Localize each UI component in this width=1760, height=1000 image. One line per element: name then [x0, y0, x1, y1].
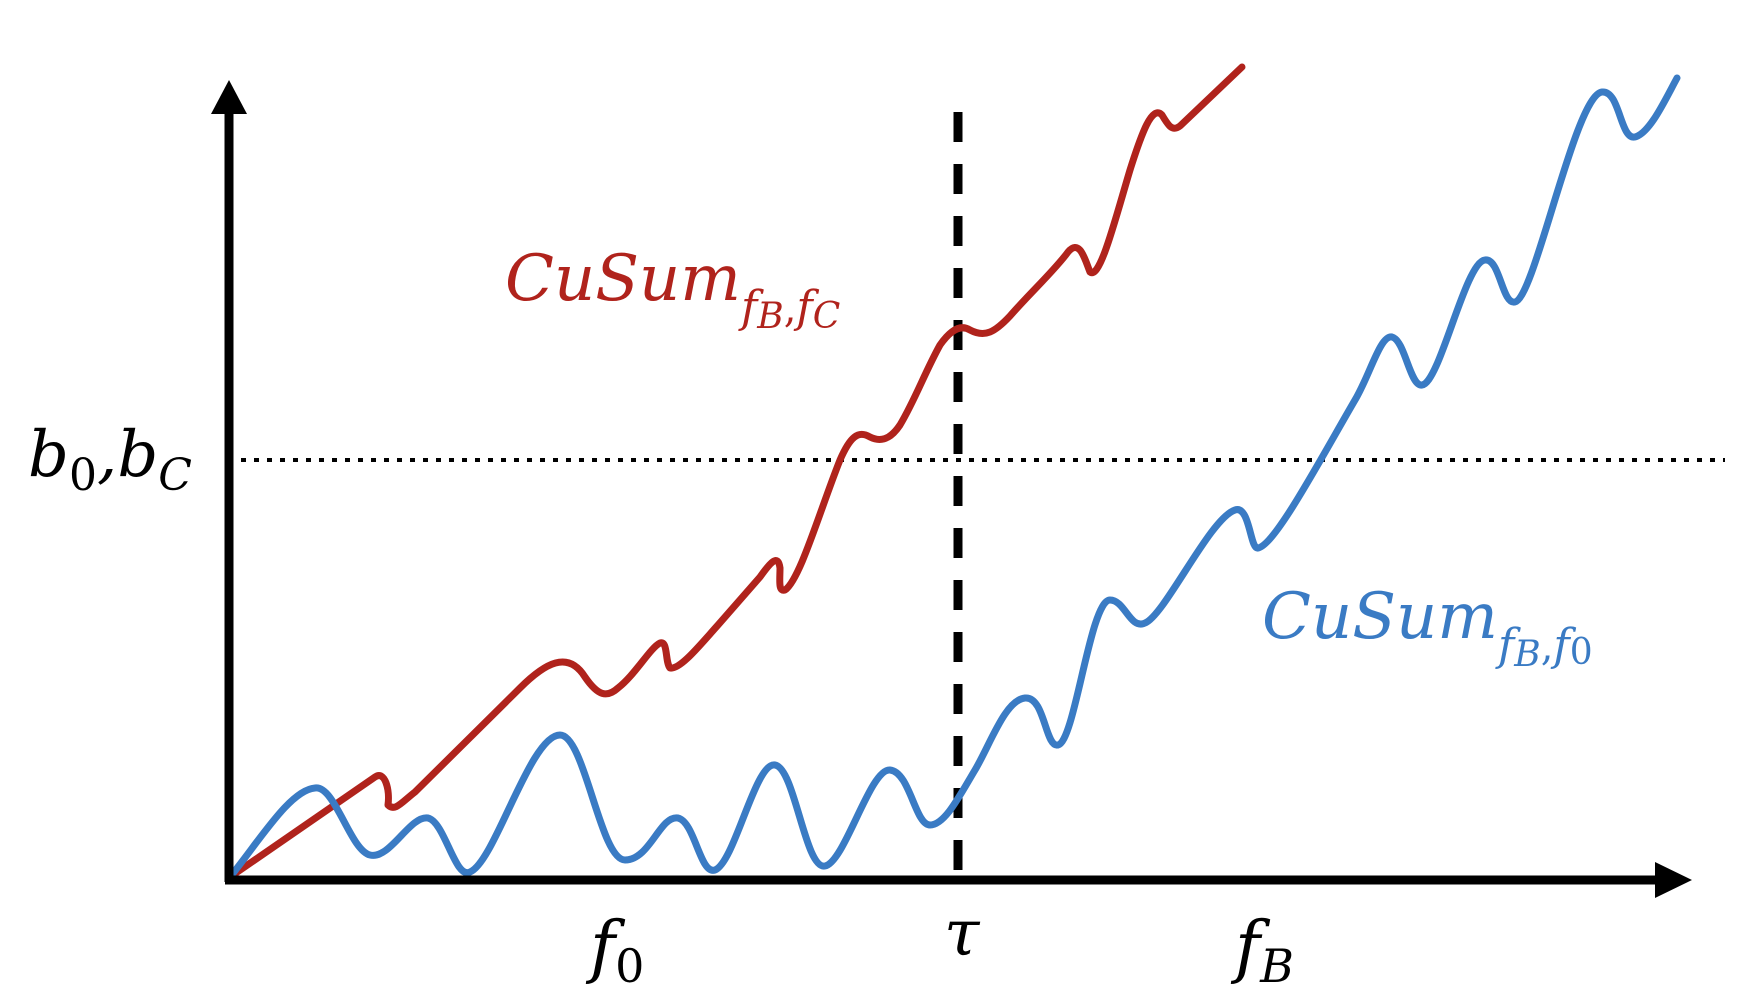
- cusum-red-curve: [226, 63, 1246, 881]
- x-label-fB: fB: [1230, 908, 1294, 993]
- blue-series-label: CuSumfB,f0: [1262, 580, 1593, 675]
- cusum-blue-curve: [226, 74, 1681, 881]
- red-series-label: CuSumfB,fC: [505, 242, 840, 337]
- y-axis-arrowhead: [211, 80, 247, 114]
- threshold-label: b0,bC: [28, 418, 192, 501]
- x-axis-arrowhead: [1655, 862, 1692, 898]
- x-label-f0: f0: [585, 908, 644, 993]
- x-label-tau: τ: [944, 897, 981, 971]
